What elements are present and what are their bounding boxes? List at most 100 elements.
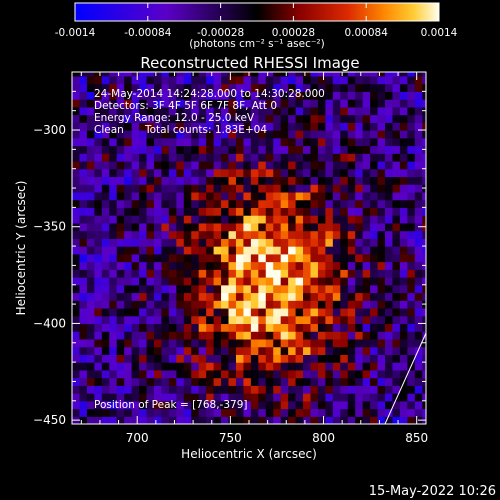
heatmap-cell — [146, 416, 155, 424]
heatmap-cell — [250, 238, 259, 247]
heatmap-cell — [72, 99, 81, 108]
heatmap-cell — [191, 408, 200, 417]
heatmap-cell — [250, 176, 259, 185]
heatmap-cell — [116, 292, 125, 301]
heatmap-cell — [303, 277, 312, 286]
heatmap-cell — [198, 331, 207, 340]
heatmap-cell — [362, 269, 371, 278]
heatmap-cell — [221, 261, 230, 270]
heatmap-cell — [325, 238, 334, 247]
heatmap-cell — [325, 284, 334, 294]
heatmap-cell — [131, 269, 140, 278]
heatmap-cell — [325, 137, 334, 147]
heatmap-cell — [377, 91, 386, 100]
heatmap-cell — [124, 72, 133, 77]
heatmap-cell — [325, 160, 334, 170]
heatmap-cell — [265, 238, 274, 247]
heatmap-cell — [79, 222, 88, 232]
heatmap-cell — [273, 246, 282, 255]
heatmap-cell — [109, 300, 118, 309]
heatmap-cell — [221, 408, 230, 417]
heatmap-cell — [243, 331, 252, 340]
heatmap-cell — [131, 176, 140, 185]
heatmap-cell — [265, 153, 274, 162]
heatmap-cell — [355, 99, 364, 108]
heatmap-cell — [250, 75, 259, 85]
heatmap-cell — [198, 114, 207, 123]
heatmap-cell — [235, 207, 245, 216]
heatmap-cell — [191, 176, 200, 185]
heatmap-cell — [243, 369, 252, 379]
heatmap-cell — [86, 153, 95, 162]
heatmap-cell — [414, 385, 423, 394]
heatmap-cell — [347, 238, 356, 247]
heatmap-cell — [377, 238, 386, 247]
heatmap-cell — [414, 191, 423, 201]
heatmap-cell — [340, 369, 349, 379]
heatmap-cell — [295, 215, 304, 224]
heatmap-cell — [273, 168, 282, 178]
heatmap-cell — [235, 160, 245, 170]
heatmap-cell — [362, 184, 371, 193]
heatmap-cell — [325, 114, 334, 123]
total-counts-annotation: Total counts: 1.83E+04 — [144, 124, 267, 136]
heatmap-cell — [124, 222, 133, 232]
heatmap-cell — [377, 261, 386, 270]
heatmap-cell — [116, 362, 125, 371]
heatmap-cell — [183, 393, 192, 402]
heatmap-cell — [332, 253, 341, 263]
heatmap-cell — [94, 261, 103, 270]
heatmap-cell — [332, 261, 341, 270]
heatmap-cell — [280, 160, 289, 170]
heatmap-cell — [146, 99, 155, 108]
heatmap-cell — [273, 230, 282, 239]
heatmap-cell — [392, 284, 401, 294]
heatmap-row — [72, 400, 426, 410]
heatmap-cell — [228, 408, 237, 417]
heatmap-cell — [131, 207, 140, 216]
heatmap-cell — [146, 122, 155, 131]
heatmap-cell — [116, 338, 125, 348]
heatmap-cell — [86, 393, 95, 402]
heatmap-cell — [392, 261, 401, 270]
heatmap-cell — [355, 130, 364, 139]
heatmap-cell — [325, 253, 334, 263]
heatmap-cell — [116, 207, 125, 216]
heatmap-cell — [370, 207, 379, 216]
heatmap-cell — [407, 253, 416, 263]
heatmap-cell — [250, 160, 259, 170]
heatmap-cell — [228, 261, 237, 270]
heatmap-cell — [235, 253, 245, 263]
heatmap-cell — [94, 199, 103, 208]
heatmap-cell — [303, 91, 312, 100]
heatmap-cell — [288, 160, 297, 170]
heatmap-cell — [325, 331, 334, 340]
heatmap-cell — [213, 207, 222, 216]
heatmap-cell — [362, 362, 371, 371]
heatmap-cell — [109, 222, 118, 232]
heatmap-cell — [153, 408, 163, 417]
heatmap-cell — [139, 362, 148, 371]
heatmap-cell — [139, 284, 148, 294]
heatmap-cell — [288, 307, 297, 317]
heatmap-cell — [422, 199, 426, 208]
heatmap-cell — [94, 246, 103, 255]
heatmap-cell — [332, 300, 341, 309]
heatmap-cell — [340, 168, 349, 178]
heatmap-cell — [198, 377, 207, 386]
heatmap-cell — [310, 215, 319, 224]
heatmap-cell — [422, 72, 426, 77]
heatmap-cell — [258, 253, 267, 263]
heatmap-cell — [288, 137, 297, 147]
heatmap-cell — [370, 277, 379, 286]
heatmap-cell — [273, 377, 282, 386]
heatmap-cell — [407, 408, 416, 417]
heatmap-cell — [198, 145, 207, 154]
heatmap-cell — [124, 145, 133, 154]
heatmap-cell — [392, 246, 401, 255]
heatmap-cell — [407, 145, 416, 154]
heatmap-cell — [94, 385, 103, 394]
heatmap-cell — [228, 99, 237, 108]
heatmap-cell — [362, 331, 371, 340]
heatmap-cell — [265, 72, 274, 77]
